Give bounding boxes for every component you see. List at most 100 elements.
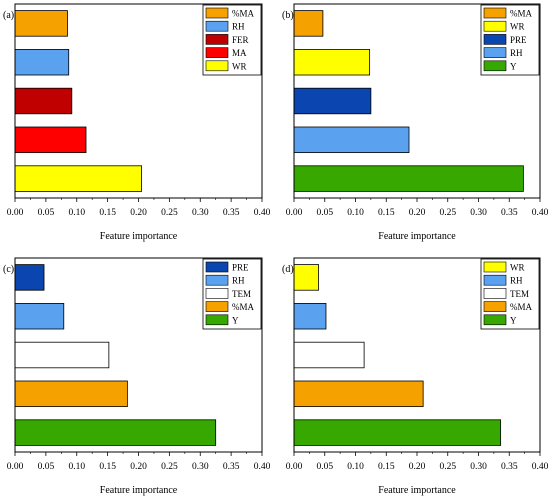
x-axis-label: Feature importance: [100, 231, 178, 242]
legend-label: Y: [232, 315, 239, 325]
legend-swatch: [483, 47, 507, 58]
legend-swatch: [483, 60, 507, 72]
bar: [293, 126, 410, 154]
bar: [14, 264, 45, 291]
legend-label: WR: [510, 22, 525, 32]
legend-label: PRE: [510, 35, 527, 45]
x-tick-label: 0.05: [316, 462, 333, 472]
x-axis-label: Feature importance: [100, 485, 178, 496]
legend: %MA WR PRE RH Y: [480, 4, 540, 76]
x-tick-label: 0.20: [130, 208, 147, 218]
legend-swatch: [205, 261, 229, 273]
legend: %MA RH FER MA WR: [202, 4, 262, 76]
legend-swatch: [205, 20, 229, 32]
legend-swatch: [205, 60, 229, 72]
legend-label: WR: [232, 61, 247, 71]
legend-swatch: [205, 314, 229, 326]
panel-label: (d): [282, 264, 294, 275]
legend: PRE RH TEM %MA Y: [202, 258, 262, 330]
legend-label: RH: [232, 22, 245, 32]
legend-label: RH: [510, 48, 523, 58]
x-tick-label: 0.15: [99, 208, 116, 218]
x-tick-label: 0.10: [68, 462, 85, 472]
legend-swatch: [205, 301, 229, 312]
legend-swatch: [205, 274, 229, 286]
x-tick-label: 0.25: [161, 462, 178, 472]
x-tick-label: 0.30: [470, 462, 487, 472]
x-tick-label: 0.30: [470, 208, 487, 218]
x-tick-label: 0.05: [316, 208, 333, 218]
x-tick-label: 0.40: [254, 462, 271, 472]
x-tick-label: 0.15: [99, 462, 116, 472]
bar: [293, 341, 365, 369]
bar: [14, 165, 142, 192]
panel-label: (c): [3, 264, 14, 275]
x-tick-label: 0.00: [286, 208, 303, 218]
legend-swatch: [483, 7, 507, 19]
bar: [14, 341, 110, 369]
x-tick-label: 0.40: [254, 208, 271, 218]
legend-label: %MA: [510, 9, 532, 19]
chart-panel: 0.00 0.05 0.10 0.15 0.20 0.25 0.30 0.35 0.40 Feat…: [3, 3, 271, 242]
legend-swatch: [483, 34, 507, 45]
bar: [14, 10, 68, 37]
x-tick-label: 0.00: [7, 462, 24, 472]
legend-swatch: [483, 301, 507, 312]
bar: [14, 419, 217, 446]
legend-swatch: [205, 288, 229, 299]
legend-label: MA: [232, 48, 247, 58]
legend-label: FER: [232, 35, 249, 45]
legend-label: Y: [510, 315, 517, 325]
panel-label: (b): [282, 10, 294, 21]
x-tick-label: 0.10: [68, 208, 85, 218]
bar: [293, 419, 502, 446]
x-tick-label: 0.40: [532, 462, 549, 472]
legend-label: RH: [510, 276, 523, 286]
x-tick-label: 0.15: [378, 462, 395, 472]
chart-panel: 0.00 0.05 0.10 0.15 0.20 0.25 0.30 0.35 0.40 Feat…: [3, 257, 271, 496]
x-tick-label: 0.20: [130, 462, 147, 472]
x-tick-label: 0.10: [347, 462, 364, 472]
bar: [14, 49, 70, 76]
legend: WR RH TEM %MA Y: [480, 258, 540, 330]
legend-swatch: [205, 34, 229, 45]
x-tick-label: 0.35: [501, 462, 518, 472]
x-tick-label: 0.20: [409, 208, 426, 218]
legend-label: TEM: [510, 289, 529, 299]
x-tick-label: 0.30: [192, 462, 209, 472]
bar: [293, 380, 424, 408]
legend-swatch: [483, 274, 507, 286]
legend-swatch: [205, 47, 229, 58]
bar: [293, 302, 327, 330]
legend-label: %MA: [510, 302, 532, 312]
x-axis-label: Feature importance: [378, 231, 456, 242]
x-tick-label: 0.25: [439, 208, 456, 218]
x-tick-label: 0.35: [501, 208, 518, 218]
legend-label: TEM: [232, 289, 251, 299]
legend-label: %MA: [232, 9, 254, 19]
legend-label: RH: [232, 276, 245, 286]
x-tick-label: 0.25: [439, 462, 456, 472]
x-tick-label: 0.25: [161, 208, 178, 218]
legend-label: %MA: [232, 302, 254, 312]
chart-panel: 0.00 0.05 0.10 0.15 0.20 0.25 0.30 0.35 0.40 Feat…: [282, 257, 549, 496]
x-tick-label: 0.00: [286, 462, 303, 472]
x-tick-label: 0.40: [532, 208, 549, 218]
legend-swatch: [483, 20, 507, 32]
legend-label: WR: [510, 263, 525, 273]
x-tick-label: 0.10: [347, 208, 364, 218]
bar: [293, 49, 371, 76]
x-axis-label: Feature importance: [378, 485, 456, 496]
x-tick-label: 0.05: [38, 208, 55, 218]
x-tick-label: 0.20: [409, 462, 426, 472]
x-tick-label: 0.30: [192, 208, 209, 218]
bar: [293, 10, 324, 37]
x-tick-label: 0.05: [38, 462, 55, 472]
x-tick-label: 0.35: [223, 208, 240, 218]
panel-label: (a): [3, 10, 14, 21]
legend-swatch: [483, 314, 507, 326]
legend-swatch: [483, 288, 507, 299]
legend-swatch: [205, 7, 229, 19]
legend-swatch: [483, 261, 507, 273]
